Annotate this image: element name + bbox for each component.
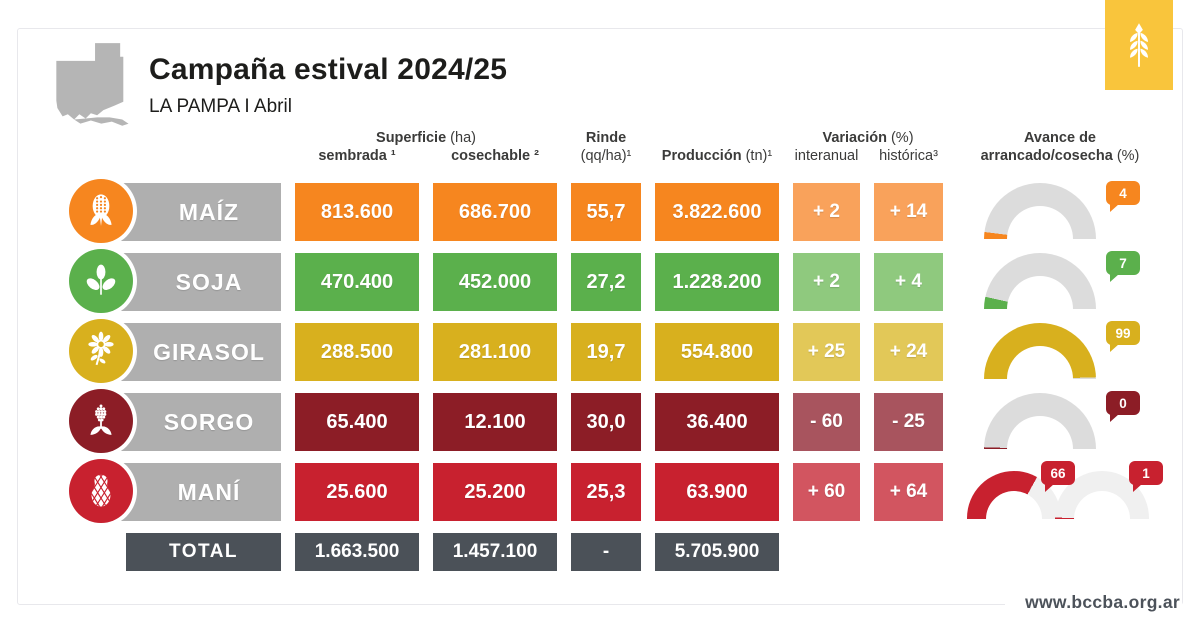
col-header-sembrada: sembrada ¹ (318, 148, 396, 165)
col-header-rinde-unit: (qq/ha)¹ (580, 148, 632, 165)
cell-superficie-sembrada: 25.600 (295, 463, 419, 521)
cell-variacion-interanual: + 25 (793, 323, 860, 381)
col-header-historica: histórica³ (879, 148, 938, 165)
crop-name: GIRASOL (153, 338, 265, 365)
gauge-arc (984, 323, 1096, 379)
gauge-arc (984, 393, 1096, 449)
gauge-value-badge: 4 (1106, 181, 1140, 212)
la-pampa-map-icon (56, 43, 129, 126)
col-header-superficie: Superficie (ha) (376, 130, 476, 146)
cell-rinde: 27,2 (571, 253, 641, 311)
col-header-produccion: Producción (tn)¹ (661, 148, 773, 165)
cell-superficie-sembrada: 470.400 (295, 253, 419, 311)
gauge-arc (984, 183, 1096, 239)
table-header: Superficie (ha) Rinde Variación (%) Avan… (121, 129, 1163, 165)
cell-variacion-historica: + 14 (874, 183, 943, 241)
cell-superficie-cosechable: 12.100 (433, 393, 557, 451)
gauge-arc (984, 253, 1096, 309)
cell-variacion-historica: + 64 (874, 463, 943, 521)
avance-gauge: 0 (984, 391, 1140, 449)
crop-name: SOJA (175, 268, 243, 295)
avance-gauges: 99 (957, 321, 1163, 381)
avance-gauge: 99 (984, 321, 1140, 379)
col-header-avance-line2: arrancado/cosecha (%) (980, 148, 1140, 165)
website-url: www.bccba.org.ar (1005, 587, 1182, 618)
avance-gauge: 4 (984, 181, 1140, 239)
cell-produccion: 554.800 (655, 323, 779, 381)
cell-variacion-interanual: - 60 (793, 393, 860, 451)
crop-label-bar: SORGO (69, 389, 281, 453)
cell-rinde: 25,3 (571, 463, 641, 521)
total-label: TOTAL (126, 533, 281, 571)
total-row: TOTAL 1.663.500 1.457.100 - 5.705.900 (121, 533, 1163, 571)
cell-variacion-interanual: + 2 (793, 183, 860, 241)
avance-gauges: 0 (957, 391, 1163, 451)
cell-variacion-historica: + 4 (874, 253, 943, 311)
total-cosechable: 1.457.100 (433, 533, 557, 571)
soybean-icon (69, 249, 133, 313)
cell-superficie-sembrada: 813.600 (295, 183, 419, 241)
avance-gauge: 66 (967, 461, 1075, 519)
cell-variacion-interanual: + 2 (793, 253, 860, 311)
crop-name: MAÍZ (178, 198, 240, 225)
total-rinde: - (571, 533, 641, 571)
gauge-value-badge: 0 (1106, 391, 1140, 422)
cell-variacion-historica: + 24 (874, 323, 943, 381)
cell-rinde: 55,7 (571, 183, 641, 241)
avance-gauge: 7 (984, 251, 1140, 309)
bccba-logo (1105, 0, 1173, 90)
cell-produccion: 3.822.600 (655, 183, 779, 241)
peanut-icon (69, 459, 133, 523)
avance-gauges: 7 (957, 251, 1163, 311)
crop-label-bar: MANÍ (69, 459, 281, 523)
crop-row: MANÍ 25.600 25.200 25,3 63.900 + 60 + 64… (69, 459, 1163, 523)
crop-row: SOJA 470.400 452.000 27,2 1.228.200 + 2 … (69, 249, 1163, 313)
gauge-value-badge: 99 (1106, 321, 1140, 352)
cell-superficie-cosechable: 281.100 (433, 323, 557, 381)
cell-rinde: 30,0 (571, 393, 641, 451)
total-sembrada: 1.663.500 (295, 533, 419, 571)
crop-label-bar: SOJA (69, 249, 281, 313)
cell-rinde: 19,7 (571, 323, 641, 381)
col-header-avance: Avance de (1024, 130, 1096, 146)
col-header-rinde: Rinde (585, 130, 627, 146)
cell-superficie-sembrada: 65.400 (295, 393, 419, 451)
gauge-value-badge: 1 (1129, 461, 1163, 492)
crop-row: MAÍZ 813.600 686.700 55,7 3.822.600 + 2 … (69, 179, 1163, 243)
corn-icon (69, 179, 133, 243)
avance-gauges: 4 (957, 181, 1163, 241)
cell-produccion: 1.228.200 (655, 253, 779, 311)
sorghum-icon (69, 389, 133, 453)
cell-superficie-cosechable: 452.000 (433, 253, 557, 311)
cell-variacion-interanual: + 60 (793, 463, 860, 521)
cell-produccion: 63.900 (655, 463, 779, 521)
col-header-cosechable: cosechable ² (451, 148, 539, 165)
col-header-interanual: interanual (794, 148, 859, 165)
page-title: Campaña estival 2024/25 (149, 53, 508, 86)
cell-superficie-sembrada: 288.500 (295, 323, 419, 381)
crop-row: GIRASOL 288.500 281.100 19,7 554.800 + 2… (69, 319, 1163, 383)
cell-superficie-cosechable: 686.700 (433, 183, 557, 241)
sunflower-icon (69, 319, 133, 383)
crop-table-body: MAÍZ 813.600 686.700 55,7 3.822.600 + 2 … (69, 179, 1163, 571)
crop-label-bar: GIRASOL (69, 319, 281, 383)
cell-superficie-cosechable: 25.200 (433, 463, 557, 521)
cell-variacion-historica: - 25 (874, 393, 943, 451)
page-subtitle: LA PAMPA I Abril (149, 96, 292, 117)
total-produccion: 5.705.900 (655, 533, 779, 571)
gauge-value-badge: 66 (1041, 461, 1075, 492)
gauge-value-badge: 7 (1106, 251, 1140, 282)
cell-produccion: 36.400 (655, 393, 779, 451)
avance-gauges: 66 1 (957, 461, 1163, 521)
crop-name: MANÍ (177, 478, 241, 505)
crop-row: SORGO 65.400 12.100 30,0 36.400 - 60 - 2… (69, 389, 1163, 453)
crop-label-bar: MAÍZ (69, 179, 281, 243)
col-header-variacion: Variación (%) (822, 130, 914, 146)
infographic-card: Campaña estival 2024/25 LA PAMPA I Abril… (17, 28, 1183, 605)
wheat-icon (1130, 23, 1148, 67)
crop-name: SORGO (163, 408, 255, 435)
